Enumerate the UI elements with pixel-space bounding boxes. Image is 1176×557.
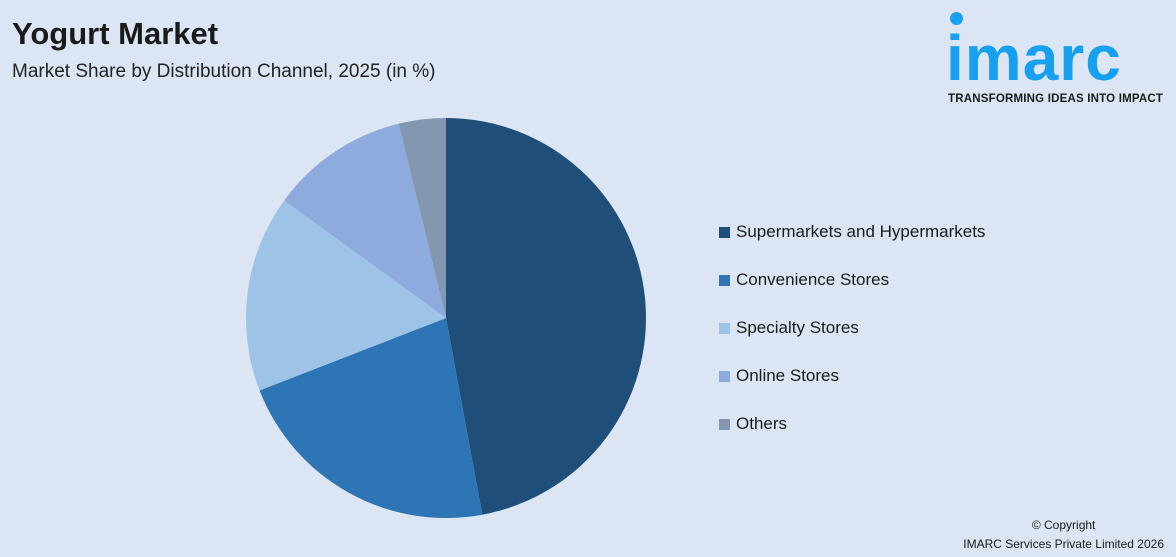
copyright-label: © Copyright (1031, 518, 1096, 532)
legend-label: Others (736, 414, 788, 433)
pie-slice-others (398, 118, 446, 318)
chart-title: Yogurt Market (12, 16, 219, 51)
pie-slice-specialty-stores (246, 200, 446, 391)
logo-dot (950, 12, 963, 25)
legend-swatch (719, 418, 730, 430)
legend-label: Specialty Stores (736, 318, 859, 337)
copyright-company: IMARC Services Private Limited 2026 (963, 537, 1164, 551)
pie-slice-supermarkets-and-hypermarkets (446, 118, 646, 515)
legend: Supermarkets and Hypermarkets Convenience… (719, 208, 985, 448)
legend-swatch (719, 226, 730, 238)
pie-slice-convenience-stores (259, 318, 483, 518)
legend-item: Others (719, 400, 985, 448)
legend-swatch (719, 274, 730, 286)
legend-label: Supermarkets and Hypermarkets (736, 222, 986, 241)
pie-slice-online-stores (284, 123, 446, 319)
legend-label: Online Stores (736, 366, 839, 385)
logo-tagline: TRANSFORMING IDEAS INTO IMPACT (948, 93, 1164, 105)
legend-item: Convenience Stores (719, 256, 985, 304)
legend-item: Supermarkets and Hypermarkets (719, 208, 985, 256)
imarc-logo: imarc TRANSFORMING IDEAS INTO IMPACT (946, 12, 1172, 108)
logo-wordmark: imarc (946, 22, 1122, 94)
legend-item: Online Stores (719, 352, 985, 400)
chart-subtitle: Market Share by Distribution Channel, 20… (12, 61, 436, 82)
legend-swatch (719, 370, 730, 382)
legend-swatch (719, 322, 730, 334)
legend-item: Specialty Stores (719, 304, 985, 352)
copyright: © Copyright IMARC Services Private Limit… (963, 516, 1164, 554)
legend-label: Convenience Stores (736, 270, 890, 289)
